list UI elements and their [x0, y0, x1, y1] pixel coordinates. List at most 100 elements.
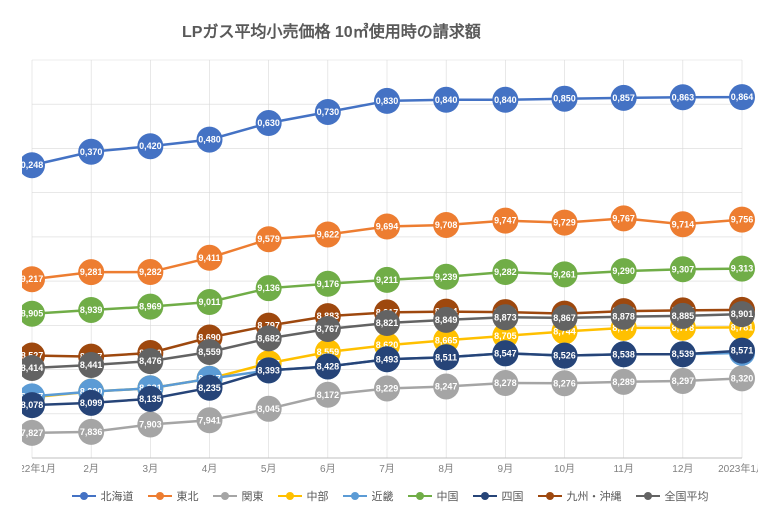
- svg-text:7月: 7月: [379, 463, 395, 475]
- svg-text:9,714: 9,714: [672, 219, 695, 229]
- svg-text:2022年1月: 2022年1月: [22, 462, 56, 475]
- plot-area: 0,2480,3700,4200,4800,6300,7300,8300,840…: [22, 52, 758, 482]
- svg-text:0,864: 0,864: [731, 92, 754, 102]
- svg-text:9,281: 9,281: [80, 267, 103, 277]
- svg-text:8,878: 8,878: [612, 312, 635, 322]
- svg-text:8,247: 8,247: [435, 381, 458, 391]
- legend-item: 四国: [473, 488, 524, 504]
- svg-text:0,863: 0,863: [672, 92, 695, 102]
- legend-label: 関東: [242, 488, 264, 504]
- svg-text:7,827: 7,827: [22, 428, 43, 438]
- svg-text:0,840: 0,840: [494, 95, 517, 105]
- svg-text:8,235: 8,235: [198, 383, 221, 393]
- svg-text:3月: 3月: [143, 463, 159, 475]
- svg-text:12月: 12月: [672, 463, 693, 475]
- svg-text:8,511: 8,511: [435, 352, 457, 362]
- svg-text:9,756: 9,756: [731, 215, 754, 225]
- svg-text:7,941: 7,941: [198, 415, 221, 425]
- svg-text:0,850: 0,850: [553, 94, 576, 104]
- svg-text:8,939: 8,939: [80, 305, 103, 315]
- svg-text:9,011: 9,011: [198, 297, 220, 307]
- svg-text:8,278: 8,278: [494, 378, 517, 388]
- svg-text:5月: 5月: [261, 463, 277, 475]
- svg-text:9,282: 9,282: [139, 267, 162, 277]
- svg-text:8,705: 8,705: [494, 331, 517, 341]
- legend-label: 全国平均: [665, 488, 709, 504]
- legend-item: 北海道: [72, 488, 134, 504]
- svg-text:0,730: 0,730: [317, 107, 340, 117]
- svg-text:8,045: 8,045: [257, 404, 280, 414]
- svg-text:0,480: 0,480: [198, 135, 221, 145]
- svg-text:8,849: 8,849: [435, 315, 458, 325]
- legend: 北海道東北 関東中部 近畿 中国 四国 九州・沖縄 全国平均: [22, 488, 758, 504]
- svg-text:8,229: 8,229: [376, 383, 399, 393]
- svg-text:8,821: 8,821: [376, 318, 399, 328]
- svg-text:8,297: 8,297: [672, 376, 695, 386]
- svg-text:9,747: 9,747: [494, 216, 517, 226]
- svg-text:0,840: 0,840: [435, 95, 458, 105]
- svg-text:8,547: 8,547: [494, 348, 517, 358]
- legend-label: 九州・沖縄: [567, 488, 622, 504]
- legend-label: 近畿: [372, 488, 394, 504]
- svg-text:6月: 6月: [320, 463, 336, 475]
- svg-text:9,411: 9,411: [198, 253, 220, 263]
- legend-item: 中国: [408, 488, 459, 504]
- svg-text:8,320: 8,320: [731, 373, 754, 383]
- svg-text:0,630: 0,630: [257, 118, 280, 128]
- svg-text:9,729: 9,729: [553, 218, 576, 228]
- svg-text:8,099: 8,099: [80, 398, 103, 408]
- svg-text:9,136: 9,136: [257, 283, 280, 293]
- svg-text:9,239: 9,239: [435, 272, 458, 282]
- legend-item: 関東: [213, 488, 264, 504]
- svg-text:8,289: 8,289: [612, 377, 635, 387]
- svg-text:9,290: 9,290: [612, 266, 635, 276]
- svg-text:9,313: 9,313: [731, 264, 754, 274]
- svg-text:8,172: 8,172: [317, 390, 340, 400]
- svg-text:9,217: 9,217: [22, 274, 43, 284]
- svg-text:8,905: 8,905: [22, 309, 43, 319]
- svg-text:9,694: 9,694: [376, 221, 399, 231]
- svg-text:8,428: 8,428: [317, 361, 340, 371]
- svg-text:8,969: 8,969: [139, 302, 162, 312]
- svg-text:8,885: 8,885: [672, 311, 695, 321]
- legend-item: 東北: [148, 488, 199, 504]
- svg-text:8,539: 8,539: [672, 349, 695, 359]
- series-関東: 7,8277,8367,9037,9418,0458,1728,2298,247…: [22, 365, 755, 446]
- svg-text:8,873: 8,873: [494, 312, 517, 322]
- svg-text:8,441: 8,441: [80, 360, 103, 370]
- svg-text:8,665: 8,665: [435, 335, 458, 345]
- legend-item: 中部: [278, 488, 329, 504]
- legend-label: 四国: [502, 488, 524, 504]
- svg-text:7,903: 7,903: [139, 420, 162, 430]
- svg-text:9,767: 9,767: [612, 213, 635, 223]
- svg-text:9,708: 9,708: [435, 220, 458, 230]
- legend-item: 全国平均: [636, 488, 709, 504]
- svg-text:11月: 11月: [613, 463, 633, 475]
- svg-text:8月: 8月: [438, 463, 454, 475]
- svg-text:4月: 4月: [202, 463, 218, 475]
- svg-text:8,767: 8,767: [317, 324, 340, 334]
- svg-text:0,248: 0,248: [22, 160, 43, 170]
- svg-text:2023年1月: 2023年1月: [718, 462, 758, 475]
- legend-label: 中国: [437, 488, 459, 504]
- svg-text:9,261: 9,261: [553, 269, 576, 279]
- legend-item: 近畿: [343, 488, 394, 504]
- svg-text:10月: 10月: [554, 463, 575, 475]
- svg-text:8,276: 8,276: [553, 378, 576, 388]
- svg-text:2月: 2月: [83, 463, 99, 475]
- svg-text:8,476: 8,476: [139, 356, 162, 366]
- svg-text:8,559: 8,559: [198, 347, 221, 357]
- svg-text:9,579: 9,579: [257, 234, 280, 244]
- svg-text:8,682: 8,682: [257, 333, 280, 343]
- chart-title: LPガス平均小売価格 10㎥使用時の請求額: [182, 18, 758, 42]
- svg-text:0,857: 0,857: [612, 93, 635, 103]
- svg-text:9,622: 9,622: [317, 229, 340, 239]
- chart-svg: 0,2480,3700,4200,4800,6300,7300,8300,840…: [22, 52, 758, 482]
- svg-text:9月: 9月: [498, 463, 514, 475]
- svg-text:9,211: 9,211: [376, 275, 398, 285]
- series-北海道: 0,2480,3700,4200,4800,6300,7300,8300,840…: [22, 84, 755, 178]
- svg-text:8,135: 8,135: [139, 394, 162, 404]
- svg-text:0,420: 0,420: [139, 141, 162, 151]
- x-axis-labels: 2022年1月 2月 3月 4月 5月 6月 7月 8月 9月 10月 11月 12月 2023年1月: [22, 462, 758, 475]
- svg-text:9,307: 9,307: [672, 264, 695, 274]
